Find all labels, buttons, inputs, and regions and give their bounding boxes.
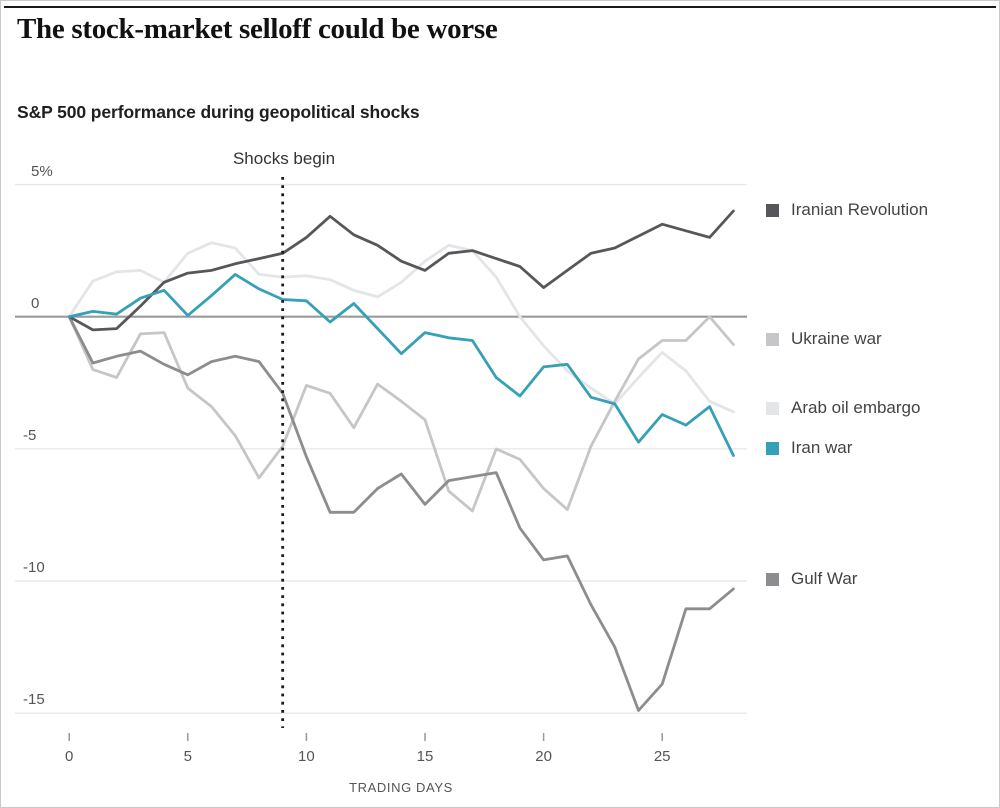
legend-label: Iran war (791, 438, 853, 457)
shocks-begin-annotation: Shocks begin (232, 149, 336, 168)
y-axis-label: -15 (23, 691, 45, 709)
legend-item-gulf-war: Gulf War (766, 569, 857, 589)
series-line-ukraine-war (67, 315, 735, 513)
x-axis-label: 5 (183, 748, 192, 765)
legend-label: Gulf War (791, 569, 858, 588)
legend-label: Arab oil embargo (791, 398, 921, 417)
y-axis-label: -10 (23, 559, 45, 576)
legend-item-arab-oil-embargo: Arab oil embargo (766, 398, 920, 418)
x-axis-label: 20 (535, 748, 552, 765)
series-line-arab-oil-embargo (67, 241, 735, 414)
legend-swatch-icon (766, 401, 779, 415)
top-rule-divider (4, 6, 996, 8)
y-axis-label: 5% (31, 162, 53, 180)
legend-swatch-icon (766, 441, 779, 455)
series-line-iranian-revolution (67, 209, 735, 332)
legend-item-iranian-revolution: Iranian Revolution (766, 200, 928, 220)
legend-label: Ukraine war (791, 329, 882, 348)
legend-item-iran-war: Iran war (766, 438, 852, 458)
x-axis-label: 25 (653, 748, 671, 765)
x-axis-label: 0 (65, 748, 74, 765)
y-axis-label: 0 (31, 294, 40, 312)
series-line-iran-war (67, 272, 735, 457)
legend-swatch-icon (766, 332, 779, 346)
legend-swatch-icon (766, 572, 779, 586)
chart-subtitle: S&P 500 performance during geopolitical … (17, 102, 420, 122)
legend-label: Iranian Revolution (791, 200, 929, 219)
legend-item-ukraine-war: Ukraine war (766, 329, 882, 349)
y-axis-label: -5 (23, 426, 37, 444)
x-axis-label: 10 (298, 748, 315, 765)
x-axis-label: 15 (416, 748, 434, 765)
page-title: The stock-market selloff could be worse (17, 13, 498, 45)
legend-swatch-icon (766, 203, 779, 217)
x-axis-title: TRADING DAYS (349, 780, 453, 795)
series-line-gulf-war (67, 315, 735, 712)
